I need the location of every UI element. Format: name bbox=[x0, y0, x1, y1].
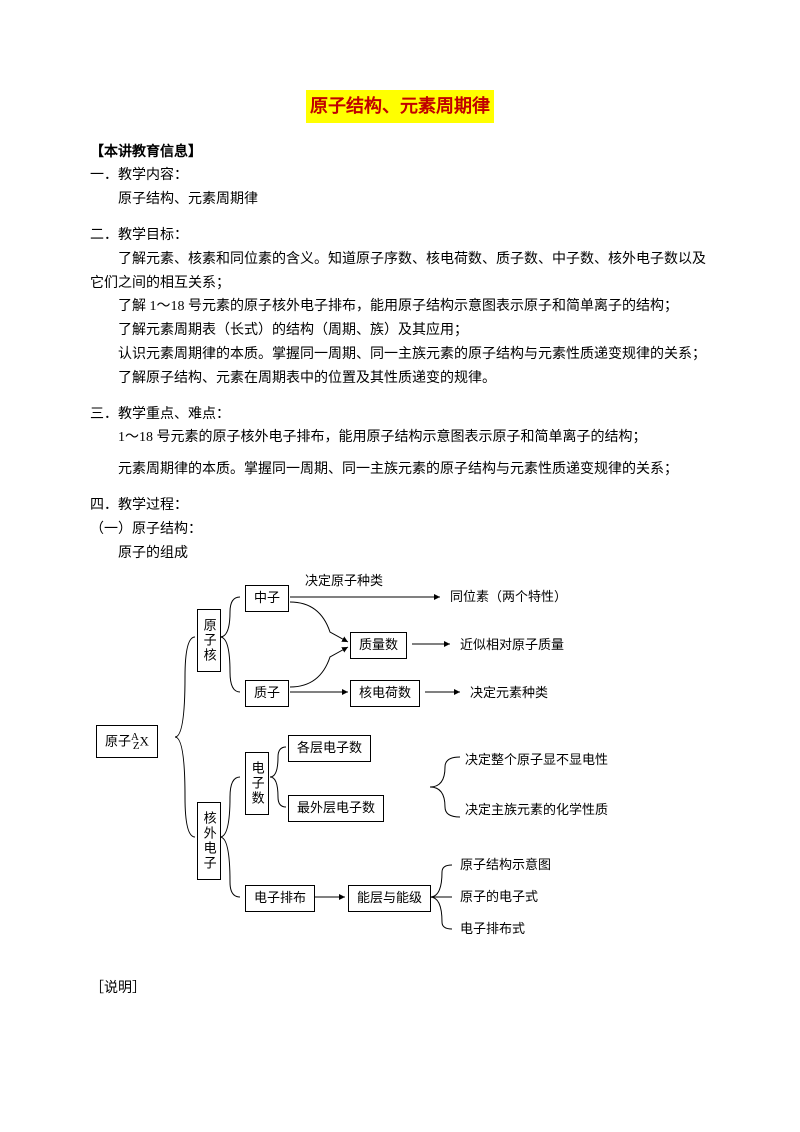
s2-p5: 了解原子结构、元素在周期表中的位置及其性质递变的规律。 bbox=[90, 367, 710, 391]
node-layer-electrons: 各层电子数 bbox=[288, 735, 371, 762]
node-neutron: 中子 bbox=[245, 585, 289, 612]
node-nuclear-charge: 核电荷数 bbox=[350, 680, 420, 707]
label-decides-atom-type: 决定原子种类 bbox=[305, 573, 383, 590]
s2-p3: 了解元素周期表（长式）的结构（周期、族）及其应用； bbox=[90, 319, 710, 343]
s1-body: 原子结构、元素周期律 bbox=[90, 188, 710, 212]
txt-config: 电子排布式 bbox=[460, 921, 525, 938]
s2-p2: 了解 1～18 号元素的原子核外电子排布，能用原子结构示意图表示原子和简单离子的… bbox=[90, 295, 710, 319]
s3-p1: 1～18 号元素的原子核外电子排布，能用原子结构示意图表示原子和简单离子的结构； bbox=[90, 426, 710, 450]
node-proton: 质子 bbox=[245, 680, 289, 707]
node-energy-level: 能层与能级 bbox=[348, 885, 431, 912]
s4-sub1: （一）原子结构： bbox=[90, 518, 710, 542]
page-title: 原子结构、元素周期律 bbox=[306, 90, 494, 123]
txt-approx-mass: 近似相对原子质量 bbox=[460, 637, 564, 654]
node-mass-number: 质量数 bbox=[350, 632, 407, 659]
s3-p2: 元素周期律的本质。掌握同一周期、同一主族元素的原子结构与元素性质递变规律的关系； bbox=[90, 458, 710, 482]
s2-p1: 了解元素、核素和同位素的含义。知道原子序数、核电荷数、质子数、中子数、核外电子数… bbox=[90, 248, 710, 296]
txt-neutrality: 决定整个原子显不显电性 bbox=[465, 752, 608, 769]
txt-decides-element: 决定元素种类 bbox=[470, 685, 548, 702]
node-outer-electron: 核外电子 bbox=[197, 802, 221, 880]
note-label: ［说明］ bbox=[90, 977, 710, 1001]
node-electron-count: 电子数 bbox=[245, 752, 269, 815]
s1-head: 一．教学内容： bbox=[90, 164, 710, 188]
s2-p4: 认识元素周期律的本质。掌握同一周期、同一主族元素的原子结构与元素性质递变规律的关… bbox=[90, 343, 710, 367]
node-nucleus: 原子核 bbox=[197, 609, 221, 672]
atom-structure-diagram: 原子AZX 原子核 核外电子 中子 质子 质量数 核电荷数 决定原子种类 同位素… bbox=[90, 577, 710, 947]
node-arrangement: 电子排布 bbox=[245, 885, 315, 912]
txt-chemistry: 决定主族元素的化学性质 bbox=[465, 802, 608, 819]
node-atom-root: 原子AZX bbox=[96, 725, 158, 758]
txt-electron-formula: 原子的电子式 bbox=[460, 889, 538, 906]
txt-isotope: 同位素（两个特性） bbox=[450, 589, 567, 606]
s3-head: 三．教学重点、难点： bbox=[90, 403, 710, 427]
txt-schematic: 原子结构示意图 bbox=[460, 857, 551, 874]
info-header: 【本讲教育信息】 bbox=[90, 141, 710, 165]
node-outer-electrons: 最外层电子数 bbox=[288, 795, 384, 822]
s4-head: 四．教学过程： bbox=[90, 494, 710, 518]
s4-sub2: 原子的组成 bbox=[90, 542, 710, 566]
s2-head: 二．教学目标： bbox=[90, 224, 710, 248]
